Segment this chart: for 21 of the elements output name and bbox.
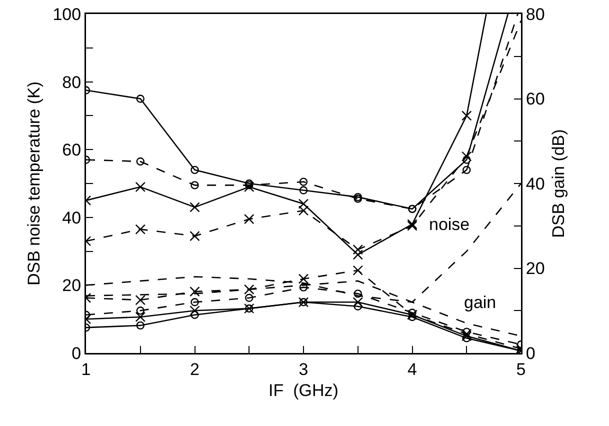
y2-tick-label: 0 xyxy=(526,344,536,363)
x-tick-label: 1 xyxy=(81,360,91,379)
y-axis-title: DSB noise temperature (K) xyxy=(24,81,44,286)
y2-tick-label: 80 xyxy=(526,4,545,24)
y-tick-label: 60 xyxy=(62,140,82,160)
x-tick-label: 5 xyxy=(516,360,526,379)
y-tick-label: 40 xyxy=(62,208,82,228)
y-tick-label: 100 xyxy=(52,4,82,24)
annotation: gain xyxy=(464,293,496,312)
y2-axis-title: DSB gain (dB) xyxy=(548,129,568,238)
y-tick-label: 20 xyxy=(62,276,82,296)
x-tick-label: 4 xyxy=(408,360,417,379)
y-tick-label: 80 xyxy=(62,72,82,92)
y-tick-label: 0 xyxy=(72,344,82,363)
y2-tick-label: 60 xyxy=(526,90,545,109)
y2-tick-label: 40 xyxy=(526,174,545,194)
x-axis-title: IF (GHz) xyxy=(268,381,338,400)
x-tick-label: 3 xyxy=(298,360,308,379)
annotation: noise xyxy=(429,215,470,234)
y2-tick-label: 20 xyxy=(526,259,545,278)
x-tick-label: 2 xyxy=(190,360,200,379)
